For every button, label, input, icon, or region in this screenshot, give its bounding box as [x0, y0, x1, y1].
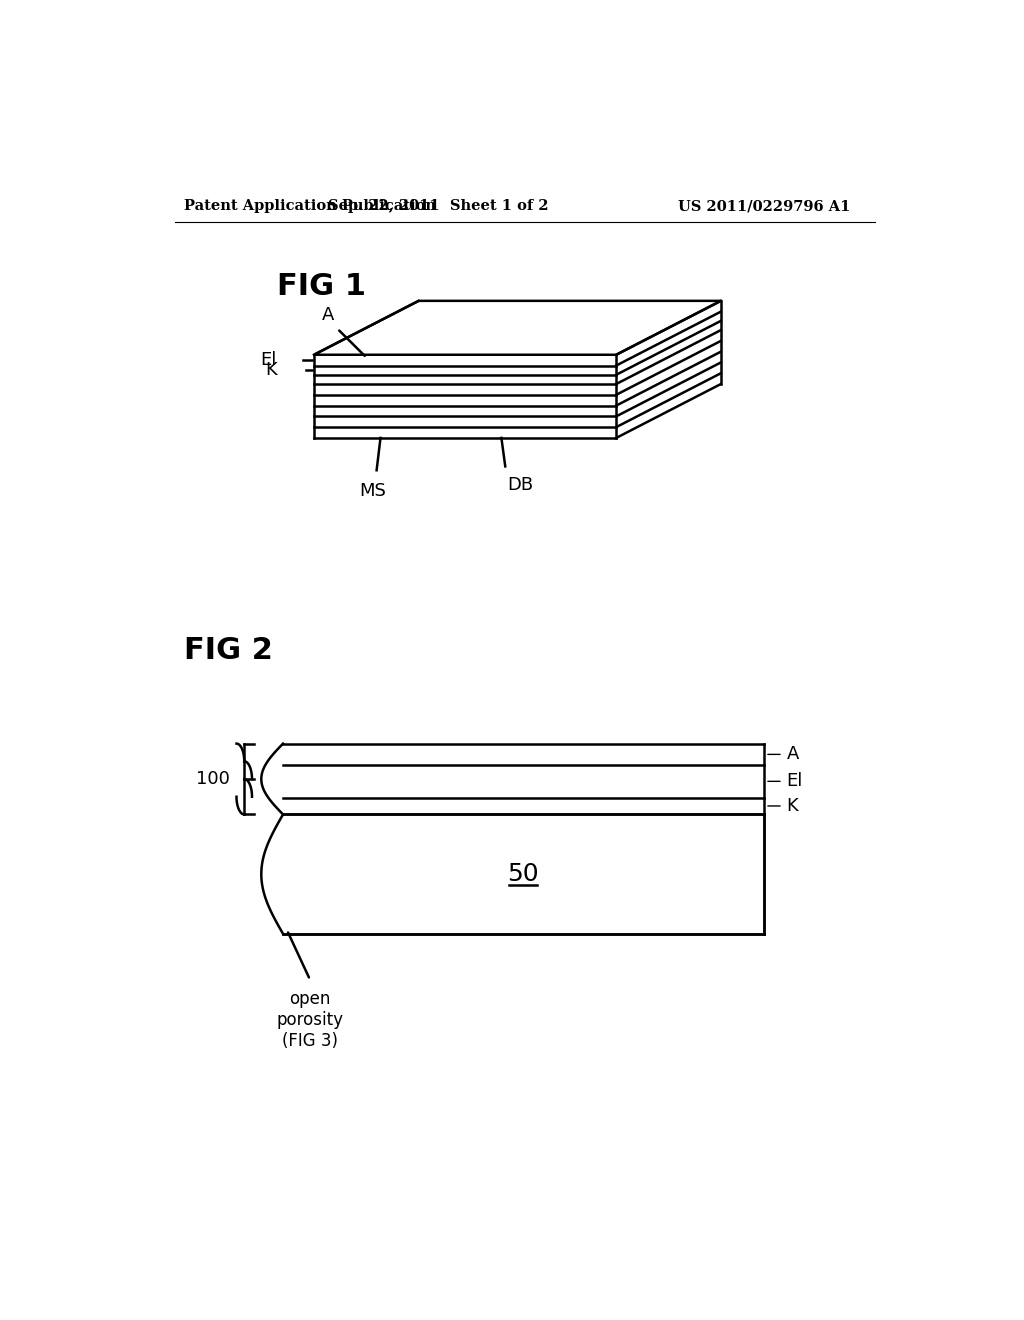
- Bar: [283, 743, 764, 766]
- Text: Patent Application Publication: Patent Application Publication: [183, 199, 436, 213]
- Text: open
porosity
(FIG 3): open porosity (FIG 3): [276, 990, 344, 1049]
- Text: MS: MS: [359, 482, 386, 500]
- Text: A: A: [786, 746, 799, 763]
- Text: El: El: [786, 772, 803, 791]
- Bar: [283, 814, 764, 933]
- Bar: [283, 797, 764, 814]
- Bar: [283, 766, 764, 797]
- Text: 50: 50: [508, 862, 539, 886]
- Text: A: A: [322, 306, 334, 323]
- Text: K: K: [265, 362, 276, 379]
- Polygon shape: [314, 301, 721, 355]
- Text: US 2011/0229796 A1: US 2011/0229796 A1: [678, 199, 851, 213]
- Text: FIG 1: FIG 1: [276, 272, 366, 301]
- Text: FIG 2: FIG 2: [183, 636, 272, 665]
- Text: DB: DB: [508, 477, 534, 495]
- Text: K: K: [786, 797, 799, 814]
- Text: 100: 100: [197, 770, 230, 788]
- Text: El: El: [260, 351, 276, 370]
- Text: Sep. 22, 2011  Sheet 1 of 2: Sep. 22, 2011 Sheet 1 of 2: [328, 199, 548, 213]
